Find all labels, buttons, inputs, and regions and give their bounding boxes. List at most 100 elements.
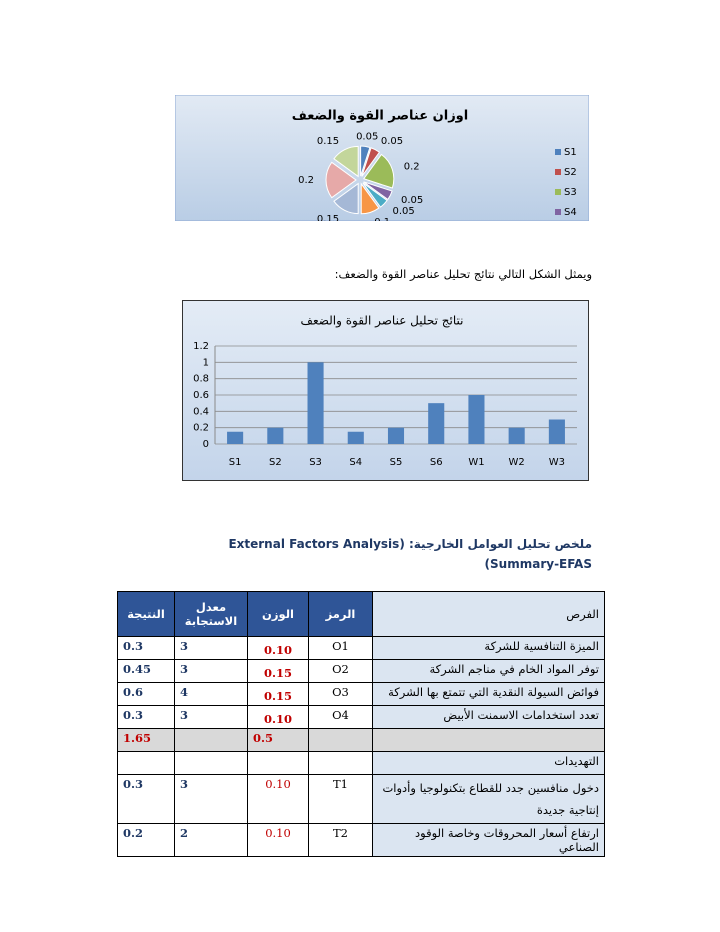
legend-swatch [555, 209, 561, 215]
result-cell: 0.6 [117, 682, 175, 706]
heading-line: Summary-EFAS) [484, 557, 592, 571]
pie-slice [362, 153, 395, 189]
table-row: ارتفاع أسعار المحروقات وخاصة الوقود الصن… [117, 823, 605, 857]
header-cell: معدل الاستجابة [174, 591, 248, 637]
data-label: 0.2 [298, 175, 314, 186]
legend-label: S4 [564, 207, 577, 218]
factor-cell: ارتفاع أسعار المحروقات وخاصة الوقود الصن… [372, 823, 605, 857]
pie-slice [325, 161, 357, 199]
total-weight: 0.5 [247, 728, 309, 752]
header-cell: الوزن [247, 591, 309, 637]
factor-cell: توفر المواد الخام في مناجم الشركة [372, 659, 605, 683]
table-row: دخول منافسين جدد للقطاع بتكنولوجيا وأدوا… [117, 774, 605, 824]
table-row: فوائض السيولة النقدية التي تتمتع بها الش… [117, 682, 605, 706]
data-label: 0.2 [404, 161, 420, 172]
code-cell: O1 [308, 636, 373, 660]
legend-label: S3 [564, 187, 577, 198]
weight-cell: 0.10 [247, 823, 309, 857]
chart-background [182, 300, 589, 481]
table-row: التهديدات [117, 751, 605, 775]
x-tick-label: S4 [349, 457, 362, 468]
empty-cell [174, 728, 248, 752]
paragraph: ويمثل الشكل التالي نتائج تحليل عناصر الق… [334, 267, 592, 281]
rating-cell: 3 [174, 636, 248, 660]
y-tick-label: 0.8 [193, 374, 209, 385]
chart-title: اوزان عناصر القوة والضعف [292, 109, 468, 124]
y-tick-label: 1.2 [193, 341, 209, 352]
weight-cell: 0.15 [247, 659, 309, 683]
header-cell: النتيجة [117, 591, 175, 637]
data-label: 0.05 [393, 206, 415, 217]
total-result: 1.65 [117, 728, 175, 752]
legend-swatch [555, 149, 561, 155]
pie-slice [363, 181, 393, 201]
rating-cell: 2 [174, 823, 248, 857]
result-cell: 0.3 [117, 705, 175, 729]
bar [227, 431, 244, 444]
table-body: الفرص الرمز الوزن معدل الاستجابة النتيجة المي… [117, 591, 605, 857]
result-cell: 0.3 [117, 774, 175, 824]
empty-cell [372, 728, 605, 752]
bar [468, 395, 485, 444]
code-cell: O3 [308, 682, 373, 706]
result-cell: 0.2 [117, 823, 175, 857]
chart-title: نتائج تحليل عناصر القوة والضعف [301, 314, 464, 329]
x-tick-label: W3 [549, 457, 565, 468]
rating-cell: 3 [174, 705, 248, 729]
factor-cell: تعدد استخدامات الاسمنت الأبيض [372, 705, 605, 729]
table-row: الميزة التنافسية للشركة O1 0.10 3 0.3 [117, 636, 605, 660]
bar [387, 427, 405, 444]
empty-cell [117, 751, 175, 775]
section-cell: التهديدات [372, 751, 605, 775]
y-tick-label: 0.6 [193, 390, 209, 401]
bar [428, 403, 445, 444]
factor-cell: دخول منافسين جدد للقطاع بتكنولوجيا وأدوا… [372, 774, 605, 824]
empty-cell [174, 751, 248, 775]
weight-cell: 0.10 [247, 636, 309, 660]
pie-slice [360, 145, 371, 177]
header-cell: الفرص [372, 591, 605, 637]
rating-cell: 3 [174, 774, 248, 824]
pie-slice [361, 147, 381, 177]
legend-swatch [555, 189, 561, 195]
legend-label: S1 [564, 147, 577, 158]
bar [307, 362, 324, 444]
pie-slice [362, 182, 388, 208]
pie-slice [333, 145, 359, 178]
data-label: 0.15 [317, 136, 339, 147]
rating-cell: 3 [174, 659, 248, 683]
efas-table: الفرص الرمز الوزن معدل الاستجابة النتيجة المي… [117, 591, 605, 857]
factor-cell: الميزة التنافسية للشركة [372, 636, 605, 660]
code-cell: O4 [308, 705, 373, 729]
bar-chart: نتائج تحليل عناصر القوة والضعف 0 0.2 0.4 0.… [182, 300, 589, 481]
pie-slice [333, 182, 359, 215]
bar [548, 419, 565, 444]
rating-cell: 4 [174, 682, 248, 706]
data-label: 0.15 [317, 214, 339, 221]
y-tick-label: 1 [203, 357, 209, 368]
weight-cell: 0.10 [247, 705, 309, 729]
data-label: 0.05 [356, 132, 378, 143]
data-label: 0.1 [374, 217, 390, 221]
table-row: تعدد استخدامات الاسمنت الأبيض O4 0.10 3 0.3 [117, 705, 605, 729]
factor-cell: فوائض السيولة النقدية التي تتمتع بها الش… [372, 682, 605, 706]
x-tick-label: S6 [430, 457, 443, 468]
table-row: الفرص الرمز الوزن معدل الاستجابة النتيجة [117, 591, 605, 637]
empty-cell [308, 751, 373, 775]
code-cell: O2 [308, 659, 373, 683]
x-tick-label: S2 [269, 457, 282, 468]
x-tick-label: S5 [390, 457, 403, 468]
y-tick-label: 0.2 [193, 423, 209, 434]
y-tick-label: 0.4 [193, 406, 209, 417]
weight-cell: 0.15 [247, 682, 309, 706]
pie-slice [360, 182, 380, 215]
section-heading: ملخص تحليل العوامل الخارجية: (External F… [200, 534, 592, 574]
empty-cell [247, 751, 309, 775]
header-cell: الرمز [308, 591, 373, 637]
bar [508, 427, 525, 444]
code-cell: T1 [308, 774, 373, 824]
legend-label: S2 [564, 167, 577, 178]
data-label: 0.05 [381, 136, 403, 147]
empty-cell [308, 728, 373, 752]
